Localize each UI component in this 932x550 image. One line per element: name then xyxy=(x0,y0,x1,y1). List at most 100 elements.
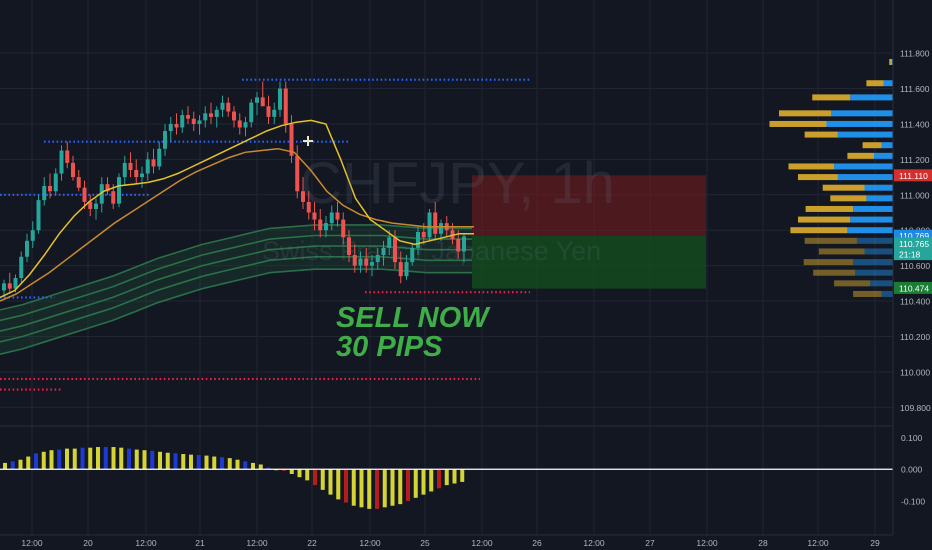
candle-body xyxy=(370,262,374,266)
profile-bar-up xyxy=(864,184,893,191)
supply-zone[interactable] xyxy=(472,175,706,236)
profile-bar-up xyxy=(855,269,893,276)
candle-body xyxy=(214,109,219,117)
demand-zone[interactable] xyxy=(472,235,706,289)
histogram-bar xyxy=(127,448,131,470)
candle-body xyxy=(427,212,432,238)
histogram-bar xyxy=(320,469,325,490)
histogram-bar xyxy=(289,469,294,474)
histogram-bar xyxy=(413,469,418,498)
histogram-bar xyxy=(119,447,124,470)
profile-bar-up xyxy=(831,110,893,117)
candle-body xyxy=(318,219,323,231)
histogram-bar xyxy=(220,457,224,470)
histogram-bar xyxy=(189,454,193,470)
price-tick-label: 111.000 xyxy=(900,190,930,200)
candle-body xyxy=(117,177,121,204)
candle-body xyxy=(283,88,288,124)
price-label-tag xyxy=(894,169,932,182)
profile-bar-down xyxy=(889,58,893,65)
time-tick-label: 29 xyxy=(870,538,880,548)
candle-body xyxy=(174,123,179,128)
histogram-bar xyxy=(282,469,286,471)
candle-body xyxy=(387,237,392,248)
candle-body xyxy=(404,262,409,277)
candle-body xyxy=(140,173,144,178)
histogram-bar xyxy=(382,469,387,508)
profile-bar-down xyxy=(798,174,838,181)
profile-bar-down xyxy=(862,142,882,149)
profile-bar-up xyxy=(837,131,893,138)
histogram-bar xyxy=(460,469,465,482)
profile-bar-down xyxy=(818,248,865,255)
time-tick-label: 12:00 xyxy=(583,538,605,548)
candle-body xyxy=(99,184,104,204)
profile-bar-up xyxy=(881,142,893,149)
time-tick-label: 12:00 xyxy=(696,538,718,548)
candle-body xyxy=(306,201,311,213)
candle-body xyxy=(260,97,265,107)
candle-body xyxy=(203,113,208,121)
ribbon-line xyxy=(0,268,472,355)
histogram-bar xyxy=(196,454,201,470)
histogram-bar xyxy=(452,469,457,484)
price-tick-label: 110.000 xyxy=(900,367,930,377)
candle-body xyxy=(347,237,351,255)
histogram-bar xyxy=(212,456,217,470)
profile-bar-down xyxy=(788,163,835,170)
candle-body xyxy=(59,150,64,174)
profile-bar-up xyxy=(826,120,893,127)
histogram-bar xyxy=(134,449,139,470)
histogram-bar xyxy=(313,469,317,486)
price-tick-label: 111.600 xyxy=(900,84,930,94)
time-tick-label: 21 xyxy=(195,538,205,548)
profile-bar-up xyxy=(881,290,893,297)
candle-body xyxy=(421,231,426,238)
price-tick-label: 110.600 xyxy=(900,261,930,271)
candle-body xyxy=(88,201,93,209)
histogram-bar xyxy=(328,469,333,495)
candle-body xyxy=(122,162,127,178)
candle-body xyxy=(19,256,24,279)
price-tick-label: 111.800 xyxy=(900,49,930,59)
candle-body xyxy=(335,212,340,220)
ma-fast-line xyxy=(0,119,474,299)
candle-body xyxy=(13,278,18,289)
candle-body xyxy=(186,115,190,119)
profile-bar-down xyxy=(830,195,867,202)
price-axis[interactable]: 111.800111.600111.400111.200111.000110.8… xyxy=(892,0,932,535)
histogram-bar xyxy=(26,456,31,470)
histogram-bar xyxy=(429,469,434,492)
profile-bar-down xyxy=(866,80,884,87)
time-tick-label: 28 xyxy=(758,538,768,548)
candle-body xyxy=(255,97,259,103)
candle-body xyxy=(352,255,357,266)
histogram-bar xyxy=(421,469,426,495)
candles xyxy=(2,81,466,298)
candle-body xyxy=(220,102,225,110)
profile-bar-up xyxy=(853,205,893,212)
histogram-bar xyxy=(351,469,356,506)
oscillator-axis[interactable]: 0.100 0.000 -0.100 xyxy=(901,433,925,506)
candle-body xyxy=(226,102,231,112)
time-axis[interactable]: 12:00 20 12:00 21 12:00 22 12:00 25 12:00 26 12:00… xyxy=(0,534,893,548)
candle-body xyxy=(237,120,242,128)
candle-body xyxy=(249,102,254,123)
candle-body xyxy=(358,258,363,266)
profile-bar-down xyxy=(853,290,882,297)
histogram-bar xyxy=(72,448,77,470)
price-tick-label: 110.400 xyxy=(900,297,930,307)
candle-body xyxy=(324,223,328,231)
profile-bar-up xyxy=(837,174,893,181)
histogram-bar xyxy=(227,458,232,470)
candle-body xyxy=(42,185,47,201)
candle-body xyxy=(157,148,162,167)
candle-body xyxy=(163,131,167,149)
candle-body xyxy=(410,247,415,263)
histogram-bar xyxy=(80,447,85,470)
profile-bar-up xyxy=(870,280,893,287)
candle-body xyxy=(151,159,156,167)
profile-bar-up xyxy=(866,195,893,202)
histogram-bar xyxy=(111,447,116,470)
